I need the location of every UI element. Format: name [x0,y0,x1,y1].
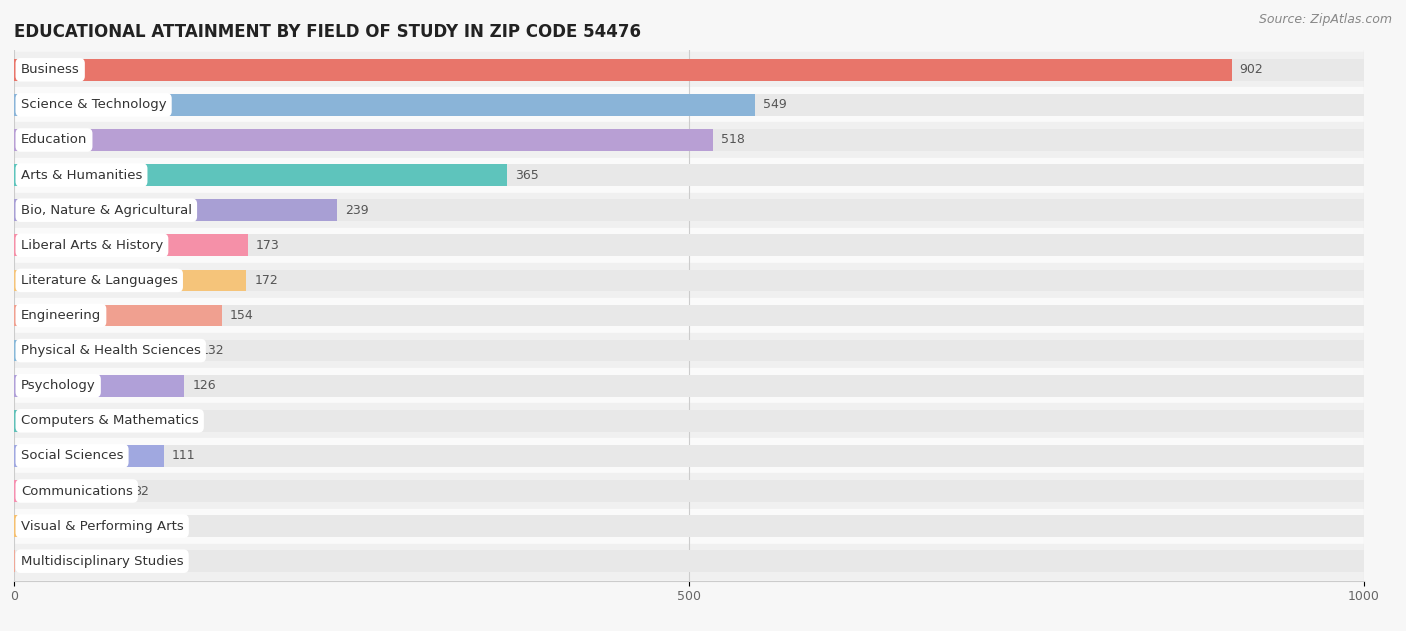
Bar [14,164,1364,186]
Bar [14,234,1364,256]
Bar [14,339,1364,362]
Text: 1: 1 [24,555,31,568]
Text: 518: 518 [721,134,745,146]
Bar [14,439,1364,473]
Text: Visual & Performing Arts: Visual & Performing Arts [21,519,184,533]
Bar [14,550,1364,572]
Bar [14,544,1364,579]
Bar [14,339,193,362]
Text: Liberal Arts & History: Liberal Arts & History [21,239,163,252]
Bar [14,199,1364,221]
Bar [14,368,1364,403]
Text: 902: 902 [1240,63,1264,76]
Bar [14,480,125,502]
Bar [14,305,222,326]
Bar [14,445,165,467]
Bar [14,269,1364,292]
Text: Source: ZipAtlas.com: Source: ZipAtlas.com [1258,13,1392,26]
Bar [14,59,1364,81]
Bar [14,59,1232,81]
Bar [14,410,166,432]
Bar [14,473,1364,509]
Text: 173: 173 [256,239,280,252]
Bar [14,333,1364,368]
Text: 57: 57 [98,519,115,533]
Text: 172: 172 [254,274,278,287]
Bar [14,129,1364,151]
Text: Communications: Communications [21,485,132,497]
Text: 549: 549 [763,98,787,112]
Bar [14,480,1364,502]
Text: Arts & Humanities: Arts & Humanities [21,168,142,182]
Bar [14,305,1364,326]
Text: EDUCATIONAL ATTAINMENT BY FIELD OF STUDY IN ZIP CODE 54476: EDUCATIONAL ATTAINMENT BY FIELD OF STUDY… [14,23,641,40]
Bar [14,234,247,256]
Bar [14,375,1364,397]
Text: Computers & Mathematics: Computers & Mathematics [21,415,198,427]
Bar [14,263,1364,298]
Bar [14,158,1364,192]
Text: Literature & Languages: Literature & Languages [21,274,177,287]
Bar [14,94,1364,115]
Text: 239: 239 [344,204,368,216]
Text: Business: Business [21,63,80,76]
Bar [14,298,1364,333]
Bar [14,87,1364,122]
Bar [14,410,1364,432]
Text: 82: 82 [132,485,149,497]
Bar [14,403,1364,439]
Text: Physical & Health Sciences: Physical & Health Sciences [21,344,201,357]
Text: 365: 365 [515,168,538,182]
Text: 154: 154 [231,309,253,322]
Bar [14,375,184,397]
Bar [14,516,91,537]
Bar [14,509,1364,544]
Text: Psychology: Psychology [21,379,96,392]
Bar [14,516,1364,537]
Bar [14,228,1364,263]
Bar [14,269,246,292]
Bar [14,52,1364,87]
Text: Multidisciplinary Studies: Multidisciplinary Studies [21,555,183,568]
Bar [14,192,1364,228]
Bar [14,445,1364,467]
Bar [14,129,713,151]
Text: 112: 112 [173,415,197,427]
Text: Education: Education [21,134,87,146]
Text: 126: 126 [193,379,217,392]
Bar [14,164,506,186]
Text: Engineering: Engineering [21,309,101,322]
Bar [14,122,1364,158]
Text: 132: 132 [200,344,224,357]
Text: 111: 111 [172,449,195,463]
Text: Bio, Nature & Agricultural: Bio, Nature & Agricultural [21,204,191,216]
Text: Social Sciences: Social Sciences [21,449,124,463]
Bar [14,199,336,221]
Bar [14,94,755,115]
Text: Science & Technology: Science & Technology [21,98,166,112]
